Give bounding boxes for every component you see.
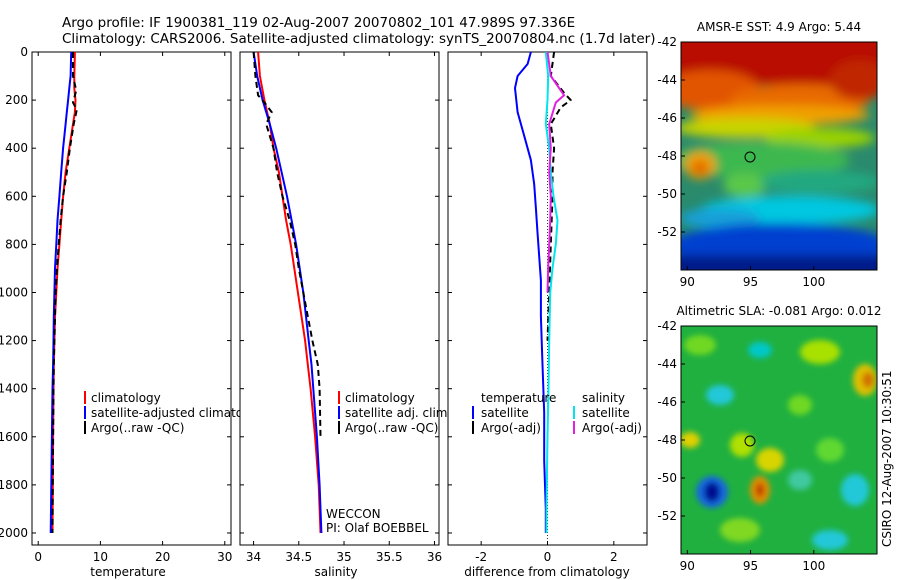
figure-title-line1: Argo profile: IF 1900381_119 02-Aug-2007… bbox=[62, 15, 575, 31]
x-tick-label: 30 bbox=[217, 550, 232, 564]
map-x-tick-label: 100 bbox=[802, 559, 825, 573]
legend-argo-label: Argo(..raw -QC) bbox=[345, 421, 438, 435]
sla-map-panel: Altimetric SLA: -0.081 Argo: 0.012 bbox=[657, 304, 881, 573]
salinity-lines bbox=[252, 52, 323, 534]
legend-climatology-label: climatology bbox=[91, 391, 161, 405]
x-tick-label: 34 bbox=[246, 550, 261, 564]
y-tick-label: 1400 bbox=[0, 382, 28, 396]
salinity-panel: 34 34.5 35 35.5 36 salinity climatology sate… bbox=[239, 51, 451, 579]
series-line-salinity-satellite bbox=[544, 52, 559, 533]
map-y-tick-label: -48 bbox=[657, 433, 677, 447]
y-tick-label: 2000 bbox=[0, 526, 28, 540]
legend-satellite-label: satellite-adjusted climatology bbox=[91, 406, 269, 420]
sla-heatmap bbox=[681, 326, 877, 554]
y-tick-label: 0 bbox=[20, 45, 28, 59]
y-tick-label: 400 bbox=[5, 141, 28, 155]
map-y-tick-label: -52 bbox=[657, 225, 677, 239]
sla-argo-marker bbox=[744, 435, 756, 447]
series-line-temperature-satellite bbox=[514, 52, 547, 533]
sla-field-blobs bbox=[681, 335, 877, 550]
legend-salinity-title: salinity bbox=[582, 391, 625, 405]
series-line-argo-raw-qc bbox=[252, 52, 322, 437]
x-tick-label: 0 bbox=[34, 550, 42, 564]
map-x-tick-label: 100 bbox=[802, 275, 825, 289]
y-tick-label: 800 bbox=[5, 237, 28, 251]
x-tick-label: 36 bbox=[427, 550, 442, 564]
x-tick-label: -2 bbox=[475, 550, 487, 564]
sst-argo-marker bbox=[744, 151, 756, 163]
temperature-lines bbox=[49, 52, 78, 534]
y-tick-label: 1200 bbox=[0, 334, 28, 348]
legend-temp-satellite-label: satellite bbox=[481, 406, 529, 420]
x-tick-label: 0 bbox=[544, 550, 552, 564]
legend-satellite-label: satellite adj. clim. bbox=[345, 406, 451, 420]
difference-x-label: difference from climatology bbox=[464, 565, 630, 579]
sst-map-panel: AMSR-E SST: 4.9 Argo: 5.44 bbox=[657, 20, 878, 289]
map-x-tick-label: 95 bbox=[743, 559, 758, 573]
difference-legend: temperature satellite Argo(-adj) salinit… bbox=[472, 391, 642, 435]
map-x-tick-label: 90 bbox=[680, 559, 695, 573]
map-y-tick-label: -42 bbox=[657, 319, 677, 333]
series-line-salinity-argo-adj bbox=[546, 52, 566, 293]
sst-heatmap bbox=[681, 42, 877, 270]
series-line-temperature-argo-adj bbox=[546, 52, 572, 341]
x-tick-label: 10 bbox=[93, 550, 108, 564]
pi-annotation: PI: Olaf BOEBBEL bbox=[326, 521, 429, 535]
sla-map-ticks: 90 95 100 -42 -44 -46 -48 -50 -52 bbox=[657, 319, 825, 573]
legend-sal-satellite-label: satellite bbox=[582, 406, 630, 420]
map-x-tick-label: 90 bbox=[680, 275, 695, 289]
difference-lines bbox=[514, 52, 572, 533]
y-tick-label: 1000 bbox=[0, 285, 28, 299]
series-line-argo-raw-qc bbox=[51, 52, 78, 534]
x-tick-label: 35 bbox=[336, 550, 351, 564]
x-tick-label: 35.5 bbox=[376, 550, 403, 564]
temperature-panel: 0 10 20 30 0 200 400 600 800 1000 1200 1400 1600 1800… bbox=[0, 45, 269, 579]
map-x-tick-label: 95 bbox=[743, 275, 758, 289]
sst-map-ticks: 90 95 100 -42 -44 -46 -48 -50 -52 bbox=[657, 35, 825, 289]
map-y-tick-label: -44 bbox=[657, 73, 677, 87]
temperature-x-label: temperature bbox=[90, 565, 165, 579]
difference-panel: -2 0 2 difference from climatology tempera… bbox=[447, 51, 648, 579]
temperature-legend: climatology satellite-adjusted climatolo… bbox=[84, 391, 269, 435]
legend-temp-argo-label: Argo(-adj) bbox=[481, 421, 541, 435]
y-tick-label: 200 bbox=[5, 93, 28, 107]
temperature-ticks: 0 10 20 30 0 200 400 600 800 1000 1200 1400 1600 1800… bbox=[0, 45, 232, 564]
legend-temperature-title: temperature bbox=[481, 391, 556, 405]
salinity-ticks: 34 34.5 35 35.5 36 bbox=[240, 51, 442, 564]
salinity-x-label: salinity bbox=[314, 565, 357, 579]
map-y-tick-label: -46 bbox=[657, 395, 677, 409]
temperature-axes-frame bbox=[31, 51, 232, 546]
x-tick-label: 20 bbox=[155, 550, 170, 564]
operator-annotation: WECCON bbox=[326, 507, 381, 521]
map-y-tick-label: -50 bbox=[657, 471, 677, 485]
map-y-tick-label: -42 bbox=[657, 35, 677, 49]
map-y-tick-label: -50 bbox=[657, 187, 677, 201]
map-y-tick-label: -46 bbox=[657, 111, 677, 125]
sst-map-title: AMSR-E SST: 4.9 Argo: 5.44 bbox=[697, 20, 861, 34]
y-tick-label: 1800 bbox=[0, 478, 28, 492]
map-y-tick-label: -48 bbox=[657, 149, 677, 163]
map-y-tick-label: -44 bbox=[657, 357, 677, 371]
legend-argo-label: Argo(..raw -QC) bbox=[91, 421, 184, 435]
y-tick-label: 600 bbox=[5, 189, 28, 203]
sla-field-base bbox=[681, 326, 877, 554]
x-tick-label: 2 bbox=[610, 550, 618, 564]
salinity-legend: climatology satellite adj. clim. Argo(..… bbox=[338, 391, 451, 435]
difference-ticks: -2 0 2 bbox=[448, 51, 647, 564]
figure-title-line2: Climatology: CARS2006. Satellite-adjuste… bbox=[62, 31, 655, 47]
sla-map-title: Altimetric SLA: -0.081 Argo: 0.012 bbox=[676, 304, 881, 318]
map-y-tick-label: -52 bbox=[657, 509, 677, 523]
legend-climatology-label: climatology bbox=[345, 391, 415, 405]
legend-sal-argo-label: Argo(-adj) bbox=[582, 421, 642, 435]
x-tick-label: 34.5 bbox=[285, 550, 312, 564]
sst-field-blobs bbox=[681, 42, 877, 270]
csiro-timestamp: CSIRO 12-Aug-2007 10:30:51 bbox=[880, 371, 894, 547]
y-tick-label: 1600 bbox=[0, 430, 28, 444]
